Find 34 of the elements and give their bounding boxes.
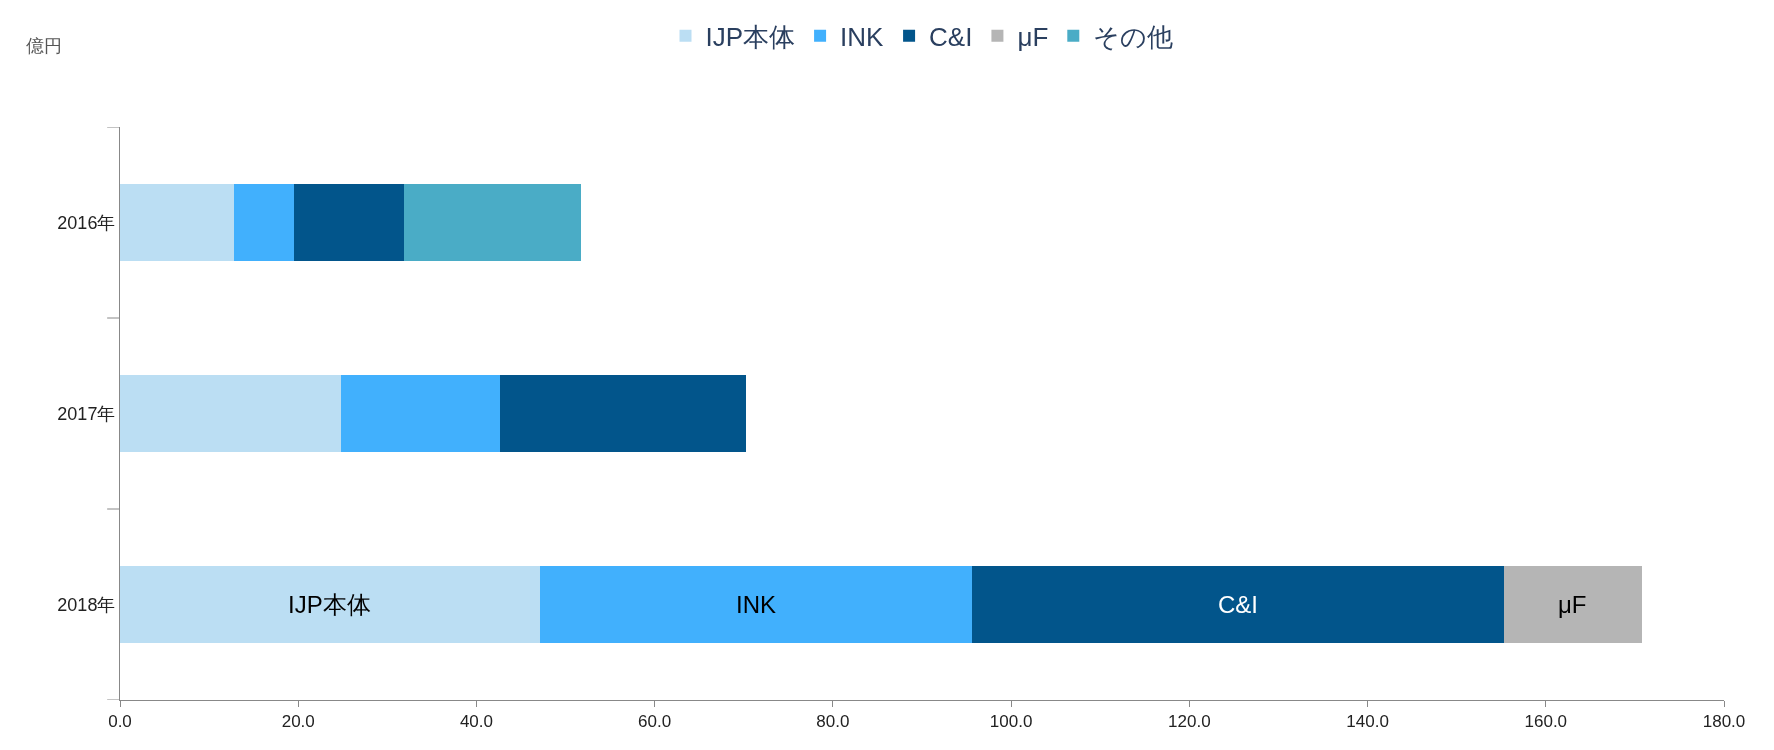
bar: [120, 566, 540, 643]
legend-label: μF: [1017, 21, 1049, 52]
legend-label: その他: [1093, 21, 1174, 52]
y-tick-label: 2017年: [57, 403, 116, 424]
bar: [234, 184, 294, 261]
y-axis-title: 億円: [26, 36, 62, 56]
x-tick-label: 0.0: [108, 712, 132, 732]
x-tick-label: 160.0: [1524, 712, 1568, 732]
bar: [539, 566, 972, 643]
legend-label: INK: [840, 21, 885, 52]
bar: [293, 184, 405, 261]
bar: [404, 184, 581, 261]
x-tick-label: 60.0: [638, 712, 672, 732]
y-tick-label: 2018年: [57, 594, 116, 615]
annotation: IJP本体: [288, 591, 371, 618]
x-tick-label: 180.0: [1702, 712, 1746, 732]
x-tick-label: 80.0: [816, 712, 850, 732]
bar: [120, 184, 235, 261]
legend-label: C&I: [929, 21, 973, 52]
x-tick-label: 140.0: [1346, 712, 1389, 732]
bar: [971, 566, 1504, 643]
x-tick-label: 100.0: [989, 712, 1033, 732]
annotation: C&I: [1218, 591, 1259, 618]
bar: [341, 375, 500, 452]
annotation: μF: [1558, 591, 1587, 618]
bar: [499, 375, 746, 452]
bar: [1503, 566, 1643, 643]
x-tick-label: 40.0: [459, 712, 493, 732]
x-tick-label: 20.0: [281, 712, 315, 732]
y-tick-label: 2016年: [57, 212, 116, 233]
annotation: INK: [736, 591, 777, 618]
x-tick-label: 120.0: [1168, 712, 1211, 732]
bar: [120, 375, 341, 452]
legend-label: IJP本体: [705, 21, 796, 52]
